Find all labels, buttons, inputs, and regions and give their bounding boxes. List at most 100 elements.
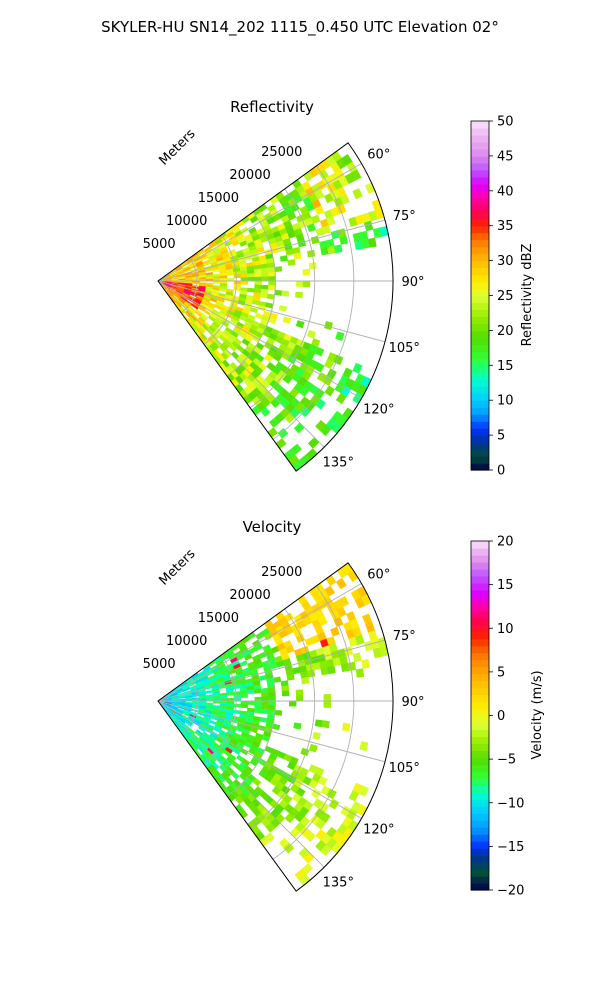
reflectivity-cell: [324, 385, 336, 397]
reflectivity-cell: [295, 291, 303, 299]
colorbar-tick-label: 45: [497, 149, 514, 164]
velocity-cell: [342, 722, 351, 732]
colorbar-swatch: [471, 827, 489, 835]
reflectivity-cell: [192, 282, 200, 285]
azimuth-gridline: [157, 280, 325, 448]
reflectivity-cell: [314, 346, 325, 357]
colorbar-swatch: [471, 414, 489, 422]
reflectivity-cell: [281, 290, 290, 297]
azimuth-gridline: [157, 280, 362, 399]
velocity-cell: [239, 660, 248, 667]
velocity-cell: [268, 700, 276, 706]
reflectivity-cell: [359, 230, 369, 241]
reflectivity-cell: [268, 285, 276, 291]
velocity-cell: [261, 692, 269, 698]
colorbar-swatch: [471, 778, 489, 786]
reflectivity-cell: [295, 280, 304, 287]
colorbar-tick-label: 20: [497, 535, 514, 550]
velocity-cell: [317, 616, 328, 627]
reflectivity-cell: [299, 406, 311, 418]
range-ring: [272, 585, 355, 860]
velocity-cell: [286, 673, 295, 681]
colorbar-swatch: [471, 715, 489, 724]
colorbar-swatch: [471, 155, 489, 164]
reflectivity-cell: [352, 362, 363, 374]
velocity-cell: [226, 691, 235, 696]
colorbar-swatch: [471, 862, 489, 870]
colorbar-swatch: [471, 302, 489, 311]
reflectivity-cell: [240, 280, 249, 285]
reflectivity-cell: [335, 331, 345, 342]
colorbar-swatch: [471, 561, 489, 570]
colorbar-swatch: [471, 687, 489, 696]
velocity-cell: [323, 694, 331, 702]
sector-frame: [157, 142, 394, 472]
reflectivity-cell: [261, 276, 269, 282]
colorbar-swatch: [471, 806, 489, 814]
radial-tick-label: 25000: [261, 565, 302, 580]
sector-frame: [157, 562, 394, 892]
azimuth-gridline: [157, 280, 386, 343]
azimuth-tick-label: 60°: [367, 568, 390, 583]
colorbar-tick-label: −20: [497, 884, 524, 899]
colorbar-swatch: [471, 295, 489, 304]
colorbar-swatch: [471, 190, 489, 199]
colorbar-swatch: [471, 141, 489, 150]
colorbar-swatch: [471, 820, 489, 828]
colorbar-swatch: [471, 582, 489, 591]
colorbar-tick-label: 40: [497, 184, 514, 199]
azimuth-gridline: [157, 583, 362, 702]
reflectivity-cell: [339, 193, 350, 205]
velocity-cell: [361, 658, 370, 669]
velocity-cell: [208, 719, 217, 726]
velocity-cell: [219, 695, 228, 699]
colorbar-swatch: [471, 337, 489, 345]
reflectivity-cell: [335, 392, 347, 405]
velocity-cell: [314, 719, 323, 728]
reflectivity-cell: [320, 247, 329, 256]
velocity-colorbar-label: Velocity (m/s): [530, 670, 545, 759]
colorbar-swatch: [471, 232, 489, 241]
reflectivity-cell: [275, 438, 287, 450]
reflectivity-cell: [233, 280, 242, 285]
velocity-cell: [335, 577, 347, 590]
velocity-cell: [295, 689, 304, 696]
colorbar-swatch: [471, 351, 489, 359]
reflectivity-radial-axis-label: Meters: [157, 126, 199, 168]
colorbar-swatch: [471, 127, 489, 136]
colorbar-tick-label: −10: [497, 796, 524, 811]
colorbar-swatch: [471, 729, 489, 738]
colorbar-swatch: [471, 638, 489, 647]
velocity-cell: [358, 785, 369, 797]
azimuth-tick-label: 120°: [363, 402, 394, 417]
azimuth-gridline: [157, 700, 325, 868]
velocity-cell: [281, 690, 290, 697]
velocity-cell: [233, 703, 242, 708]
range-ring: [203, 234, 237, 345]
radial-tick-label: 5000: [143, 657, 176, 672]
velocity-cell: [254, 696, 262, 702]
colorbar-swatch: [471, 617, 489, 626]
velocity-cell: [321, 720, 330, 729]
reflectivity-cell: [268, 271, 276, 277]
velocity-cell: [359, 741, 369, 752]
velocity-cell: [267, 686, 276, 693]
velocity-sector: 5000 10000 15000 20000 25000 60° 75° 90° 105° 120…: [143, 562, 424, 892]
colorbar-swatch: [471, 541, 489, 549]
colorbar-swatch: [471, 379, 489, 387]
colorbar-swatch: [471, 309, 489, 318]
reflectivity-cell: [287, 259, 296, 266]
velocity-cell: [261, 700, 269, 706]
colorbar-swatch: [471, 449, 489, 457]
azimuth-tick-label: 90°: [401, 695, 424, 710]
colorbar-tick-label: 35: [497, 219, 514, 234]
reflectivity-cell: [308, 262, 317, 270]
velocity-cell: [330, 626, 340, 637]
reflectivity-cell: [247, 287, 255, 293]
azimuth-tick-label: 105°: [389, 761, 420, 776]
reflectivity-cell: [334, 244, 343, 254]
azimuth-tick-label: 60°: [367, 148, 390, 163]
colorbar-tick-label: 15: [497, 359, 514, 374]
reflectivity-cell: [261, 272, 269, 278]
velocity-cell: [205, 689, 213, 694]
